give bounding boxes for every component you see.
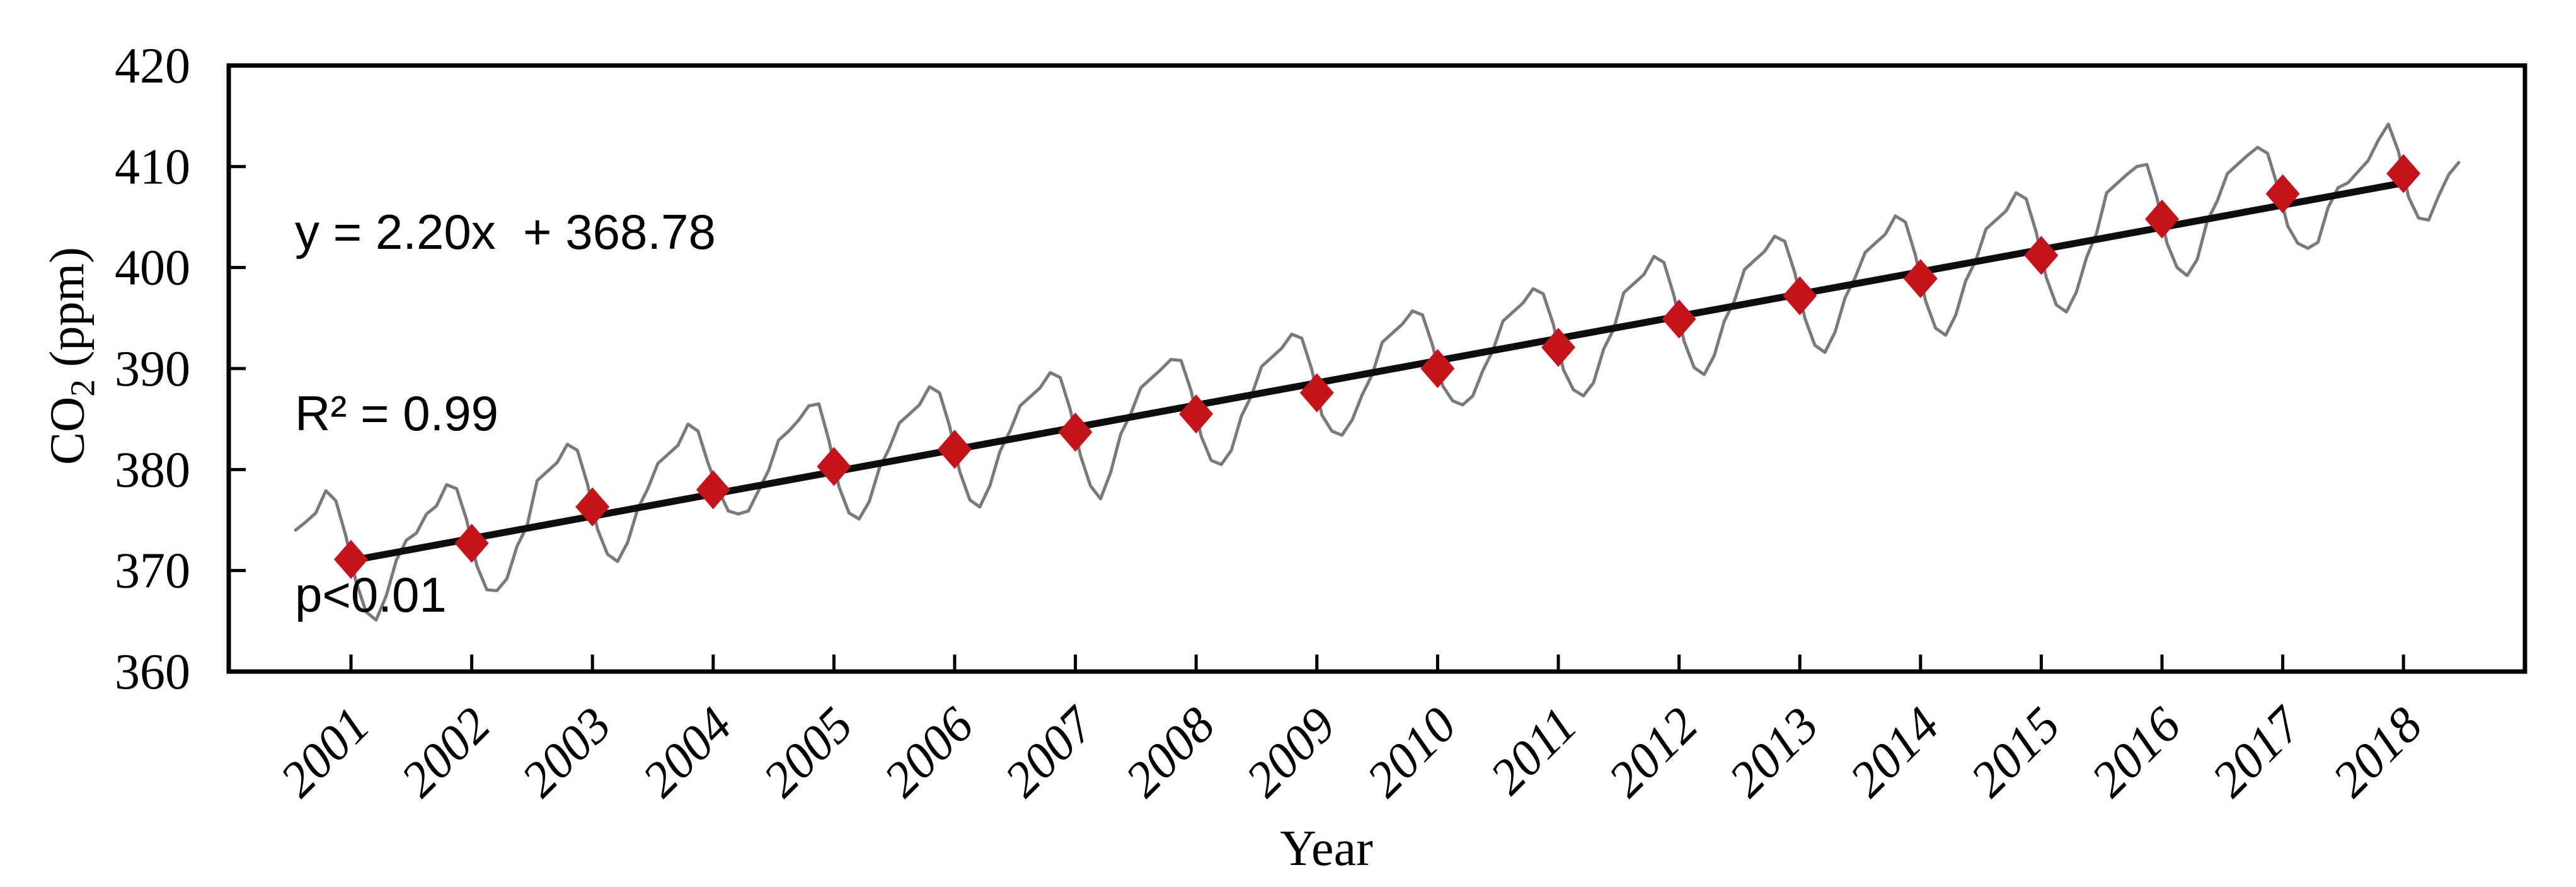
- trend-line: [350, 179, 2405, 564]
- annual-diamond: [817, 447, 851, 486]
- x-tick-label: 2010: [1357, 697, 1467, 808]
- x-tick-label: 2013: [1719, 697, 1829, 808]
- annual-diamond: [454, 524, 489, 563]
- x-tick-label: 2007: [994, 695, 1106, 807]
- annual-diamond: [1420, 349, 1455, 388]
- x-axis-title: Year: [1280, 821, 1373, 876]
- x-tick-label: 2014: [1839, 697, 1950, 808]
- x-tick-label: 2016: [2081, 697, 2191, 808]
- regression-equation: y = 2.20x + 368.78: [295, 204, 716, 260]
- x-tick-label: 2008: [1115, 697, 1226, 808]
- annual-diamond: [1179, 394, 1214, 434]
- x-tick-label: 2012: [1598, 697, 1708, 808]
- annual-diamond: [334, 540, 368, 580]
- y-axis-title: CO2 (ppm): [39, 247, 102, 465]
- y-tick-label: 360: [115, 644, 190, 700]
- x-tick-label: 2015: [1960, 697, 2071, 808]
- annual-diamond: [1662, 299, 1696, 339]
- y-tick-label: 410: [115, 139, 190, 195]
- y-tick-label: 400: [115, 241, 190, 296]
- y-tick-label: 380: [115, 442, 190, 498]
- regression-p-value: p<0.01: [295, 567, 447, 622]
- regression-r-squared: R² = 0.99: [295, 386, 499, 441]
- annual-diamond: [1541, 328, 1575, 367]
- annual-diamond: [2024, 236, 2059, 275]
- annual-diamond: [2386, 154, 2421, 193]
- annual-diamond: [1783, 276, 1817, 316]
- x-tick-label: 2018: [2323, 697, 2433, 808]
- annual-diamond: [575, 487, 610, 527]
- y-tick-label: 420: [115, 38, 190, 94]
- monthly-line: [294, 122, 2461, 622]
- annual-diamond: [2145, 199, 2179, 239]
- x-tick-label: 2005: [753, 697, 863, 808]
- x-tick-label: 2011: [1480, 697, 1588, 805]
- regression-annotation: y = 2.20x + 368.78 R² = 0.99 p<0.01: [295, 81, 716, 746]
- x-tick-label: 2006: [873, 697, 984, 808]
- annual-diamond: [696, 470, 730, 510]
- annual-diamond: [1299, 373, 1334, 413]
- y-tick-label: 370: [115, 544, 190, 599]
- y-tick-label: 390: [115, 341, 190, 397]
- annual-diamond: [1058, 413, 1093, 452]
- annual-diamond: [938, 430, 972, 469]
- x-tick-label: 2017: [2202, 695, 2313, 807]
- annual-diamond: [1903, 259, 1938, 299]
- x-tick-label: 2009: [1236, 697, 1346, 808]
- annual-diamond: [2265, 174, 2300, 214]
